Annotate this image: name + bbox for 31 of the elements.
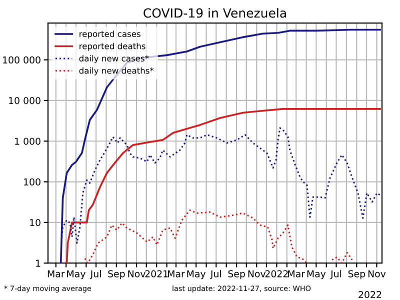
x-tick-label: Nov — [128, 270, 146, 278]
legend-label: daily new cases* — [79, 55, 149, 64]
x-tick-label: Sep — [108, 270, 125, 280]
x-tick-label: Nov — [248, 270, 266, 278]
legend-label: reported cases — [80, 30, 140, 39]
y-tick-label: 100 — [24, 178, 40, 186]
x-tick-label: Sep — [228, 270, 245, 280]
y-tick-label: 100 000 — [3, 56, 40, 64]
x-tick-label: 2021 — [145, 270, 168, 278]
x-tick-label: Jul — [330, 270, 342, 280]
x-tick-label: 2022 — [265, 270, 288, 278]
y-tick-label: 10 000 — [9, 97, 40, 104]
x-tick-label: Sep — [348, 270, 366, 280]
chart-title: COVID-19 in Venezuela — [144, 8, 286, 18]
y-tick-label: 1 000 — [15, 138, 40, 145]
x-tick-label: Jul — [90, 270, 101, 280]
y-tick-label: 10 — [30, 219, 40, 226]
line-series — [60, 28, 381, 264]
x-tick-label: Jul — [210, 270, 221, 280]
x-tick-label: Mar — [288, 270, 306, 278]
text: 2022 — [358, 291, 382, 298]
x-tick-label: Mar — [48, 270, 65, 278]
x-tick-label: Nov — [368, 270, 386, 278]
x-tick-label: May — [187, 270, 206, 280]
line-series — [66, 108, 381, 264]
y-tick-label: 1 — [36, 260, 40, 267]
x-tick-label: Mar — [168, 270, 185, 278]
legend-label: daily new deaths* — [79, 67, 154, 76]
x-tick-label: May — [307, 270, 326, 280]
legend-label: reported deaths — [80, 42, 146, 51]
x-tick-label: May — [67, 270, 86, 280]
